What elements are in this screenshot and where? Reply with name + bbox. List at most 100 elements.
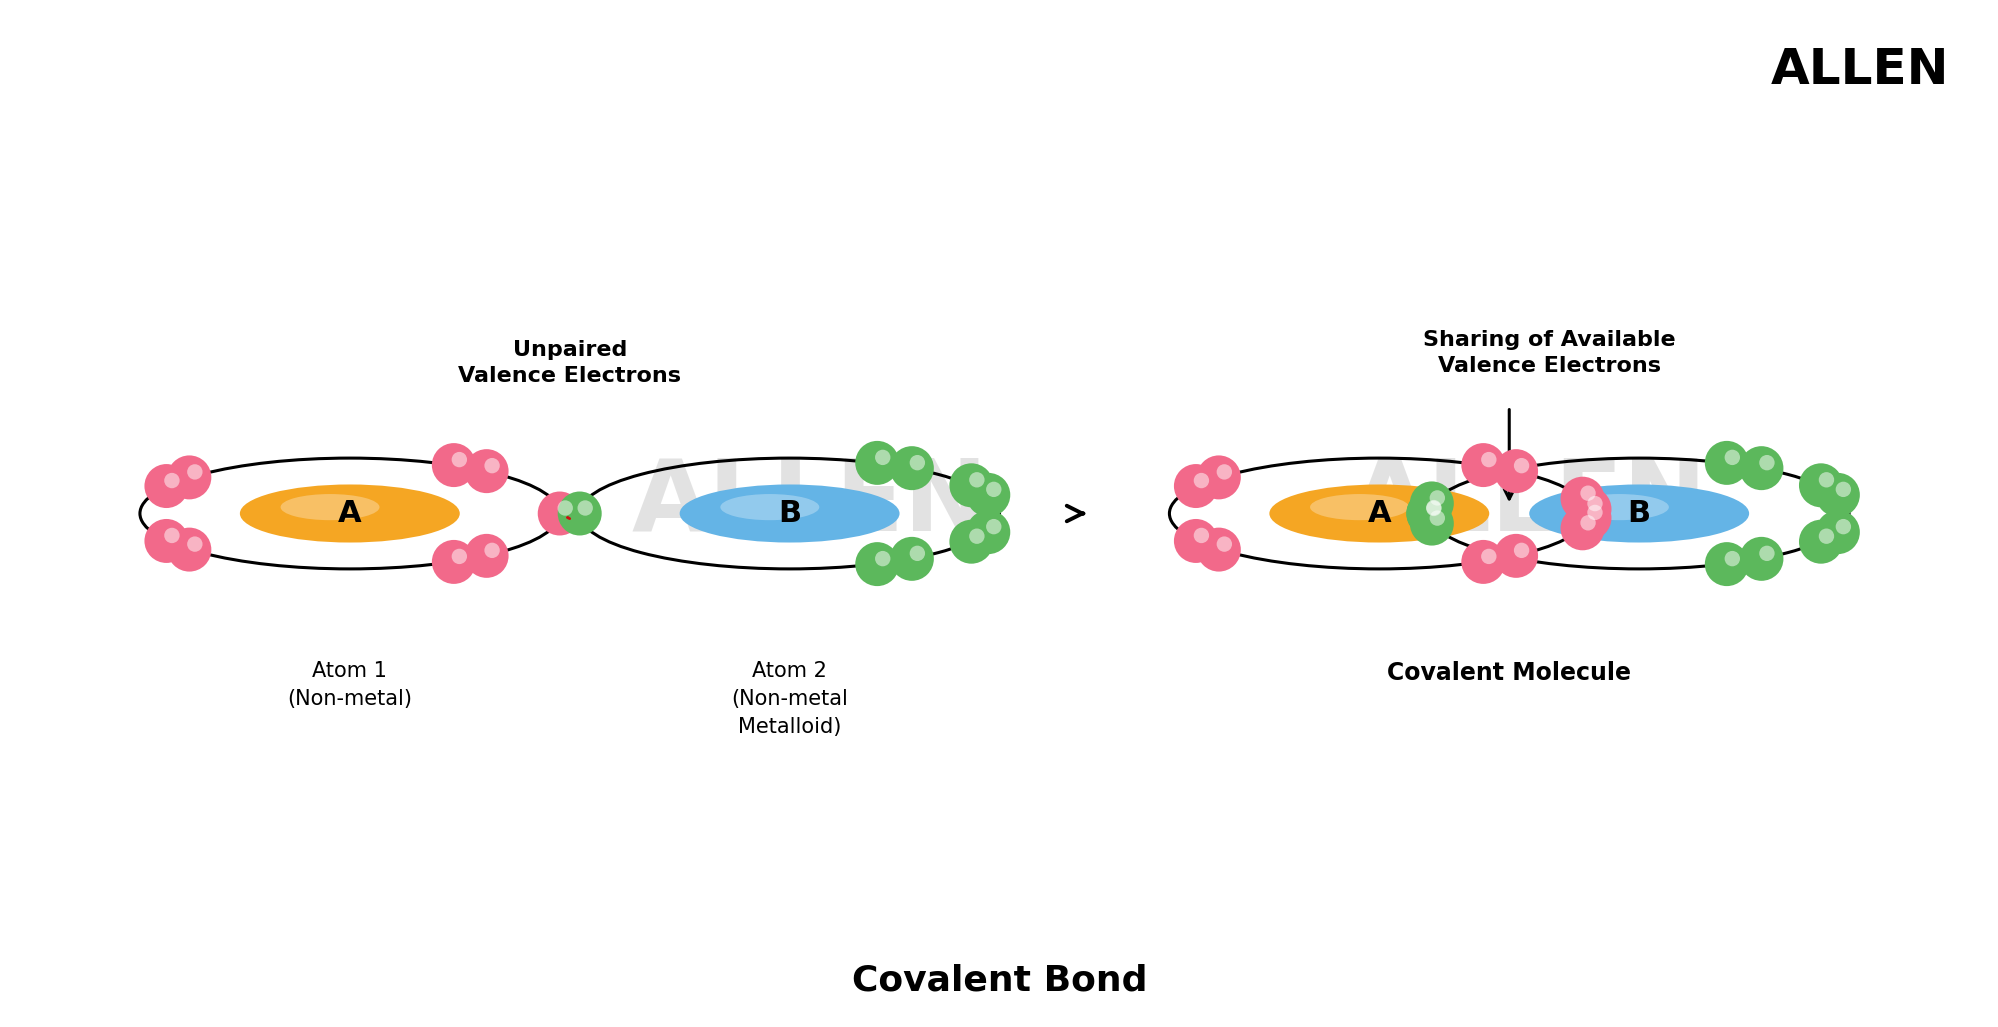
Ellipse shape bbox=[1818, 472, 1834, 488]
Ellipse shape bbox=[1798, 463, 1842, 507]
Ellipse shape bbox=[949, 520, 993, 564]
Ellipse shape bbox=[1724, 450, 1738, 465]
Ellipse shape bbox=[1197, 455, 1241, 499]
Ellipse shape bbox=[1704, 542, 1748, 586]
Text: B: B bbox=[777, 499, 801, 528]
Ellipse shape bbox=[969, 472, 985, 488]
Ellipse shape bbox=[1560, 477, 1604, 521]
Ellipse shape bbox=[1217, 464, 1231, 480]
Ellipse shape bbox=[1586, 504, 1602, 520]
Ellipse shape bbox=[1409, 501, 1453, 545]
Text: A: A bbox=[1367, 499, 1391, 528]
Ellipse shape bbox=[1814, 510, 1858, 555]
Ellipse shape bbox=[1580, 516, 1594, 531]
Ellipse shape bbox=[464, 449, 507, 493]
Text: +: + bbox=[551, 493, 587, 534]
Text: Atom 1
(Non-metal): Atom 1 (Non-metal) bbox=[288, 661, 412, 710]
Text: Sharing of Available
Valence Electrons: Sharing of Available Valence Electrons bbox=[1423, 330, 1674, 376]
Text: ALLEN: ALLEN bbox=[1770, 46, 1948, 94]
Ellipse shape bbox=[875, 450, 889, 465]
Ellipse shape bbox=[1461, 443, 1504, 487]
Ellipse shape bbox=[537, 492, 581, 535]
Ellipse shape bbox=[965, 472, 1009, 517]
Ellipse shape bbox=[855, 542, 899, 586]
Ellipse shape bbox=[144, 519, 188, 563]
Ellipse shape bbox=[240, 485, 460, 542]
Text: ALLEN: ALLEN bbox=[1351, 455, 1706, 551]
Ellipse shape bbox=[484, 542, 500, 558]
Ellipse shape bbox=[889, 446, 933, 490]
Ellipse shape bbox=[164, 528, 180, 543]
Ellipse shape bbox=[1407, 491, 1451, 535]
Ellipse shape bbox=[1309, 494, 1409, 520]
Ellipse shape bbox=[1429, 490, 1445, 505]
Ellipse shape bbox=[1566, 487, 1610, 531]
Ellipse shape bbox=[889, 537, 933, 581]
Ellipse shape bbox=[1724, 550, 1738, 566]
Ellipse shape bbox=[164, 472, 180, 488]
Ellipse shape bbox=[969, 529, 985, 544]
Ellipse shape bbox=[188, 536, 202, 551]
Ellipse shape bbox=[168, 455, 212, 499]
Ellipse shape bbox=[432, 540, 476, 584]
Ellipse shape bbox=[1461, 540, 1504, 584]
Ellipse shape bbox=[909, 455, 925, 470]
Ellipse shape bbox=[557, 500, 573, 516]
Ellipse shape bbox=[168, 528, 212, 572]
Ellipse shape bbox=[452, 548, 468, 564]
Ellipse shape bbox=[1586, 496, 1602, 511]
Ellipse shape bbox=[1798, 520, 1842, 564]
Ellipse shape bbox=[679, 485, 899, 542]
Ellipse shape bbox=[188, 464, 202, 480]
Ellipse shape bbox=[1738, 446, 1782, 490]
Ellipse shape bbox=[1425, 501, 1441, 517]
Text: Covalent Bond: Covalent Bond bbox=[851, 963, 1147, 998]
Ellipse shape bbox=[949, 463, 993, 507]
Ellipse shape bbox=[1738, 537, 1782, 581]
Ellipse shape bbox=[1834, 482, 1850, 497]
Ellipse shape bbox=[1425, 500, 1441, 516]
Ellipse shape bbox=[1566, 496, 1610, 540]
Text: Atom 2
(Non-metal
Metalloid): Atom 2 (Non-metal Metalloid) bbox=[731, 661, 847, 737]
Ellipse shape bbox=[1481, 452, 1497, 467]
Ellipse shape bbox=[1481, 548, 1497, 564]
Text: Unpaired
Valence Electrons: Unpaired Valence Electrons bbox=[458, 340, 681, 386]
Ellipse shape bbox=[1217, 536, 1231, 551]
Ellipse shape bbox=[484, 458, 500, 473]
Ellipse shape bbox=[1758, 545, 1774, 561]
Ellipse shape bbox=[1429, 510, 1445, 526]
Ellipse shape bbox=[875, 550, 889, 566]
Ellipse shape bbox=[1493, 449, 1536, 493]
Text: B: B bbox=[1626, 499, 1650, 528]
Ellipse shape bbox=[144, 464, 188, 508]
Ellipse shape bbox=[432, 443, 476, 487]
Ellipse shape bbox=[1560, 506, 1604, 550]
Ellipse shape bbox=[1512, 542, 1528, 558]
Ellipse shape bbox=[464, 534, 507, 578]
Ellipse shape bbox=[1818, 529, 1834, 544]
Ellipse shape bbox=[909, 545, 925, 561]
Ellipse shape bbox=[1269, 485, 1489, 542]
Ellipse shape bbox=[719, 494, 819, 520]
Ellipse shape bbox=[1407, 492, 1451, 536]
Ellipse shape bbox=[855, 441, 899, 485]
Ellipse shape bbox=[985, 519, 1001, 534]
Ellipse shape bbox=[985, 482, 1001, 497]
Ellipse shape bbox=[557, 492, 601, 535]
Text: ALLEN: ALLEN bbox=[631, 455, 987, 551]
Text: A: A bbox=[338, 499, 362, 528]
Ellipse shape bbox=[1758, 455, 1774, 470]
Ellipse shape bbox=[1493, 534, 1536, 578]
Ellipse shape bbox=[577, 500, 593, 516]
Ellipse shape bbox=[452, 452, 468, 467]
Text: Covalent Molecule: Covalent Molecule bbox=[1387, 661, 1630, 685]
Ellipse shape bbox=[1704, 441, 1748, 485]
Ellipse shape bbox=[1197, 528, 1241, 572]
Ellipse shape bbox=[1512, 458, 1528, 473]
Ellipse shape bbox=[1173, 519, 1217, 563]
Ellipse shape bbox=[280, 494, 380, 520]
Ellipse shape bbox=[1193, 472, 1209, 488]
Ellipse shape bbox=[1528, 485, 1748, 542]
Ellipse shape bbox=[1173, 464, 1217, 508]
Ellipse shape bbox=[1409, 482, 1453, 526]
